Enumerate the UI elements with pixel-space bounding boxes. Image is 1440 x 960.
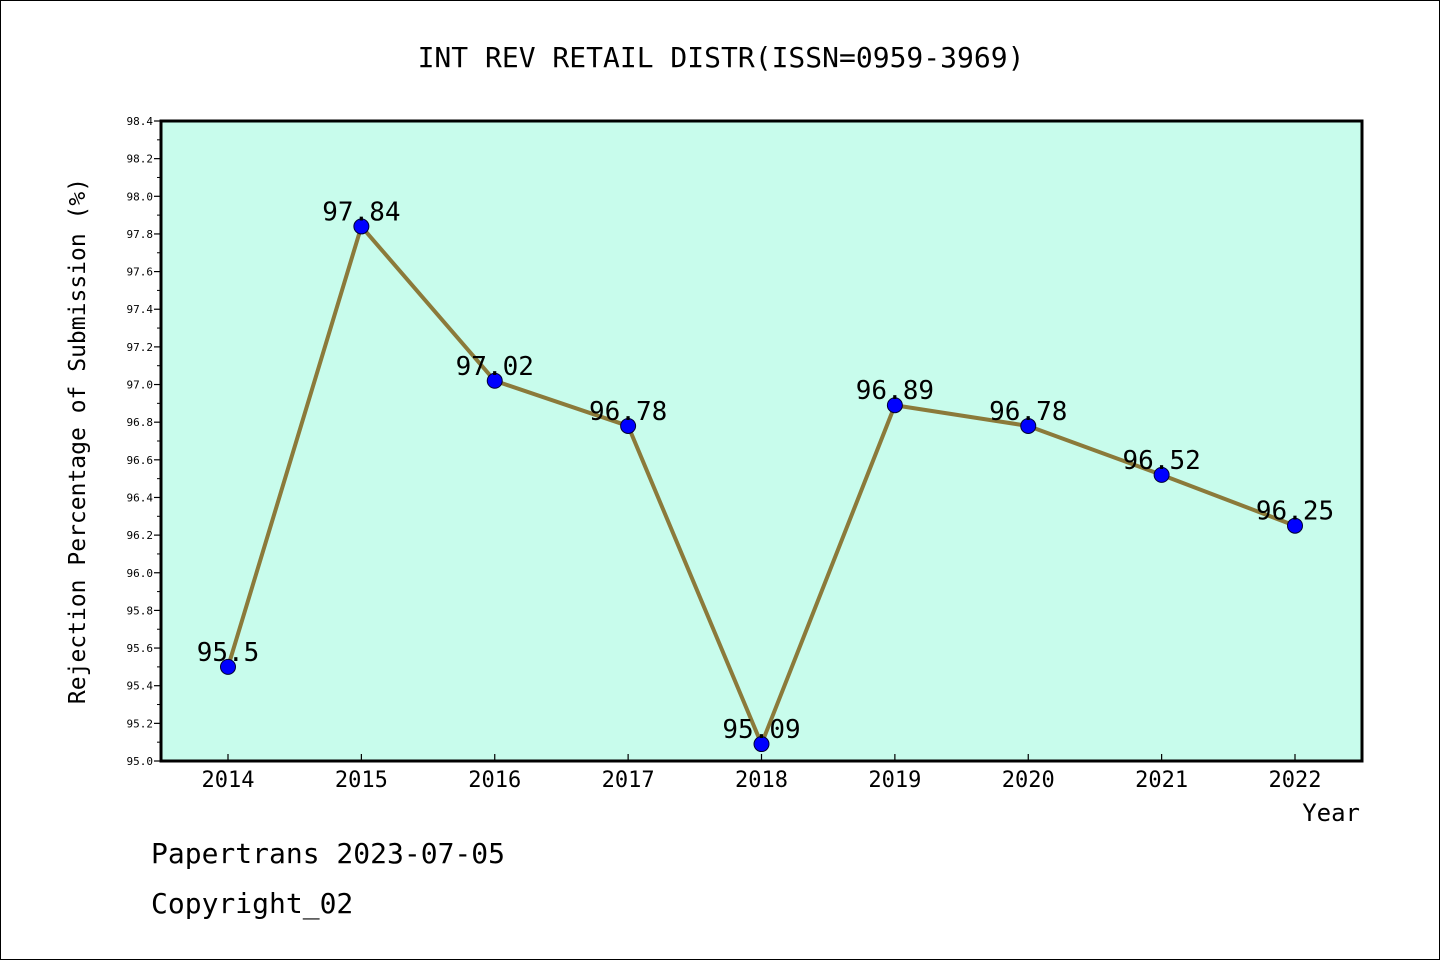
y-tick-label: 98.2 (127, 153, 154, 166)
x-tick-label: 2022 (1269, 768, 1322, 793)
y-tick-label: 97.4 (127, 303, 154, 316)
x-axis-label: Year (1302, 799, 1360, 827)
y-tick-label: 95.2 (127, 717, 154, 730)
x-axis: 2014 2015 2016 2017 2018 2019 2020 2021 2022 (202, 754, 1322, 793)
data-point (353, 218, 370, 235)
y-tick-label: 97.6 (127, 266, 154, 279)
chart-title: INT REV RETAIL DISTR(ISSN=0959-3969) (418, 41, 1025, 74)
data-point (1153, 466, 1170, 483)
x-tick-label: 2017 (602, 768, 655, 793)
data-label: 96.78 (989, 397, 1067, 427)
data-label: 96.52 (1122, 446, 1200, 476)
data-label: 95.5 (197, 638, 260, 668)
y-tick-label: 96.8 (127, 416, 154, 429)
data-point (753, 736, 770, 753)
x-tick-label: 2014 (202, 768, 255, 793)
y-tick-label: 95.8 (127, 604, 154, 617)
y-tick-label: 96.0 (127, 567, 154, 580)
y-tick-label: 97.8 (127, 228, 154, 241)
source-note: Papertrans 2023-07-05 (151, 837, 506, 870)
data-label: 96.25 (1256, 497, 1334, 527)
data-label: 96.78 (589, 397, 667, 427)
data-point (886, 397, 903, 414)
x-tick-label: 2021 (1135, 768, 1188, 793)
y-tick-label: 97.2 (127, 341, 154, 354)
y-tick-label: 96.6 (127, 454, 154, 467)
series-line: 95.5 97.84 97.02 96.78 95.09 96.89 96.78 96.52 9… (197, 197, 1334, 753)
x-tick-label: 2016 (468, 768, 521, 793)
x-tick-label: 2020 (1002, 768, 1055, 793)
data-point (620, 417, 637, 434)
x-tick-label: 2018 (735, 768, 788, 793)
copyright-note: Copyright_02 (151, 887, 354, 920)
y-tick-label: 98.4 (127, 115, 154, 128)
data-label: 95.09 (722, 715, 800, 745)
y-tick-label: 95.4 (127, 680, 154, 693)
data-point (220, 658, 236, 675)
y-tick-label: 95.0 (127, 755, 154, 768)
y-tick-label: 96.4 (127, 491, 154, 504)
x-tick-label: 2019 (868, 768, 921, 793)
data-point (486, 372, 503, 389)
data-label: 97.84 (322, 197, 400, 227)
plot-border (159, 119, 1364, 763)
y-axis: 95.0 95.2 95.4 95.6 95.8 96.0 96.2 96.4 96.6 96.8… (127, 115, 161, 768)
y-tick-label: 96.2 (127, 529, 154, 542)
y-tick-label: 95.6 (127, 642, 154, 655)
y-axis-label: Rejection Percentage of Submission (%) (65, 178, 91, 704)
x-tick-label: 2015 (335, 768, 388, 793)
y-tick-label: 97.0 (127, 379, 154, 392)
y-tick-label: 98.0 (127, 190, 154, 203)
data-point (1020, 417, 1037, 434)
data-label: 96.89 (856, 376, 934, 406)
data-label: 97.02 (456, 352, 534, 382)
data-point (1287, 517, 1303, 534)
